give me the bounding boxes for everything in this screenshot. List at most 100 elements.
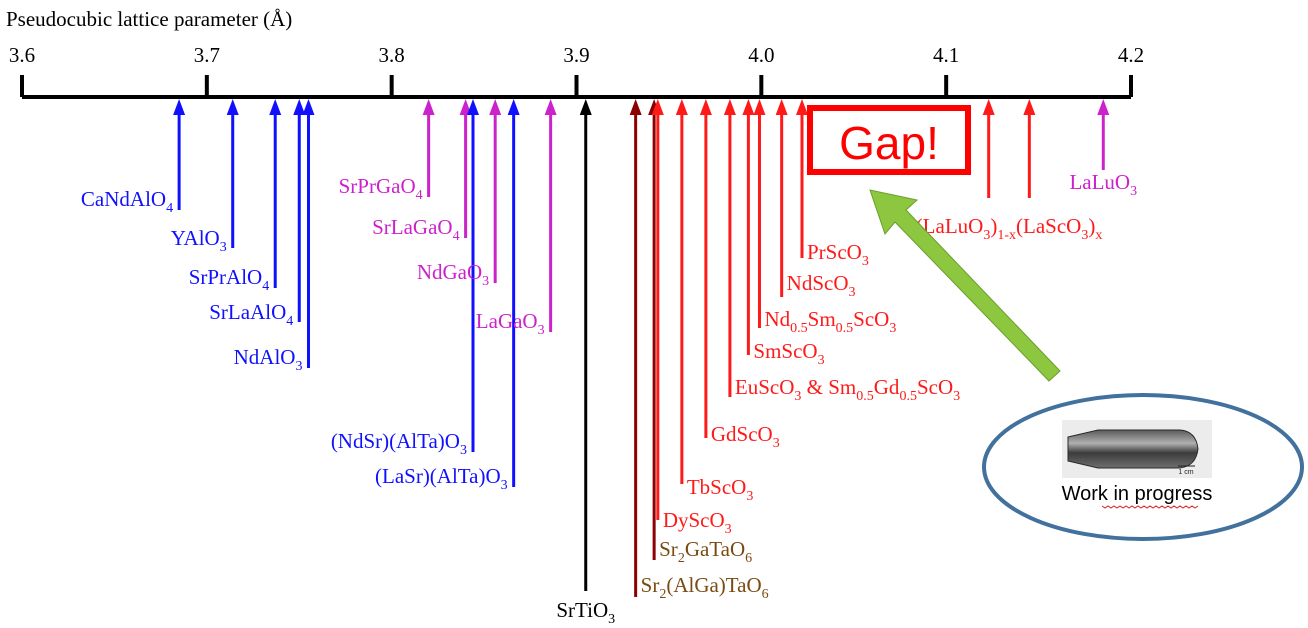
material-label: Sr2(AlGa)TaO6	[641, 573, 769, 602]
material-label: SrPrGaO4	[339, 174, 423, 203]
material-label: SrLaGaO4	[372, 215, 459, 244]
material-label: SrPrAlO4	[189, 265, 270, 294]
label-subscript: 3	[725, 522, 732, 537]
material-marker	[753, 99, 766, 328]
arrow-up-icon	[226, 99, 239, 115]
gap-callout: Gap!	[807, 105, 971, 175]
label-subscript: 3	[538, 323, 545, 338]
label-subscript: 3	[746, 489, 753, 504]
gap-box	[807, 105, 971, 175]
scale-bar-label: 1 cm	[1178, 469, 1193, 476]
progress-arrow	[869, 189, 1061, 382]
label-text: & Sm	[801, 375, 856, 399]
arrow-up-icon	[466, 99, 479, 115]
axis-tick-label: 3.6	[9, 43, 35, 67]
material-label: DyScO3	[663, 508, 732, 537]
label-text: PrScO	[807, 240, 862, 264]
arrow-up-icon	[775, 99, 788, 115]
label-subscript: 0.5	[856, 389, 874, 404]
material-marker	[1097, 99, 1110, 170]
label-subscript: 3	[983, 228, 990, 243]
material-labels: CaNdAlO4YAlO3SrPrAlO4SrLaAlO4NdAlO3SrPrG…	[81, 170, 1137, 627]
label-text: (LaSr)(AlTa)O	[375, 464, 501, 488]
label-text: Sm	[808, 307, 836, 331]
arrow-up-icon	[489, 99, 502, 115]
label-text: NdGaO	[417, 260, 482, 284]
label-subscript: 3	[608, 612, 615, 627]
material-label: LaLuO3	[1069, 170, 1137, 199]
material-marker	[579, 99, 592, 591]
label-text: ScO	[853, 307, 889, 331]
label-subscript: 3	[818, 353, 825, 368]
label-subscript: 2	[678, 551, 685, 566]
label-text: SrLaGaO	[372, 215, 452, 239]
label-text: )	[1088, 214, 1095, 238]
label-text: ScO	[917, 375, 953, 399]
material-label: NdGaO3	[417, 260, 489, 289]
arrow-up-icon	[293, 99, 306, 115]
material-marker	[459, 99, 472, 238]
label-text: GdScO	[711, 422, 773, 446]
label-text: Sr	[641, 573, 660, 597]
crystal-boule-image: 1 cm	[1062, 420, 1212, 478]
arrow-up-icon	[651, 99, 664, 115]
label-subscript: 3	[953, 389, 960, 404]
material-label: EuScO3 & Sm0.5Gd0.5ScO3	[735, 375, 960, 404]
arrow-up-icon	[629, 99, 642, 115]
material-marker	[302, 99, 315, 368]
arrow-up-icon	[507, 99, 520, 115]
arrow-up-icon	[544, 99, 557, 115]
label-text: SrPrAlO	[189, 265, 263, 289]
material-marker	[544, 99, 557, 332]
arrow-up-icon	[302, 99, 315, 115]
material-label: NdAlO3	[234, 345, 303, 374]
label-text: (LaScO	[1016, 214, 1081, 238]
material-label: PrScO3	[807, 240, 869, 269]
axis-tick-label: 3.9	[563, 43, 589, 67]
arrow-up-icon	[753, 99, 766, 115]
arrow-up-icon	[795, 99, 808, 115]
material-marker	[293, 99, 306, 322]
material-marker	[507, 99, 520, 487]
material-label: NdScO3	[787, 271, 856, 300]
label-text: YAlO	[171, 226, 220, 250]
arrow-up-icon	[1023, 99, 1036, 115]
label-subscript: 0.5	[790, 321, 808, 336]
material-marker	[651, 99, 664, 520]
label-subscript: 0.5	[836, 321, 854, 336]
axis-tick-label: 4.2	[1118, 43, 1144, 67]
label-text: (AlGa)TaO	[666, 573, 761, 597]
arrow-up-icon	[982, 99, 995, 115]
material-marker	[489, 99, 502, 283]
material-label: LaGaO3	[476, 309, 545, 338]
label-text: TbScO	[687, 475, 747, 499]
label-text: SmScO	[753, 339, 817, 363]
axis-title: Pseudocubic lattice parameter (Å)	[6, 7, 292, 31]
work-in-progress-label: Work in progress	[1062, 483, 1213, 505]
spellcheck-underline	[1101, 505, 1199, 509]
material-markers	[173, 99, 1110, 597]
arrow-up-icon	[1097, 99, 1110, 115]
axis-tick-labels: 3.6 3.7 3.8 3.9 4.0 4.1 4.2	[9, 43, 1144, 67]
axis-tick-label: 4.0	[748, 43, 774, 67]
label-text: NdAlO	[234, 345, 296, 369]
material-label: (NdSr)(AlTa)O3	[331, 429, 467, 458]
material-marker	[422, 99, 435, 197]
label-subscript: 1-x	[997, 228, 1016, 243]
label-subscript: 3	[862, 254, 869, 269]
label-subscript: 3	[295, 359, 302, 374]
arrow-up-icon	[422, 99, 435, 115]
material-label: GdScO3	[711, 422, 780, 451]
label-subscript: 3	[460, 443, 467, 458]
material-label: SrLaAlO4	[209, 300, 293, 329]
arrow-up-icon	[699, 99, 712, 115]
axis-tick-label: 4.1	[933, 43, 959, 67]
material-marker	[466, 99, 479, 452]
material-label: SmScO3	[753, 339, 824, 368]
arrow-up-icon	[723, 99, 736, 115]
label-subscript: 4	[453, 229, 460, 244]
label-text: GaTaO	[685, 537, 745, 561]
label-text: LaGaO	[476, 309, 538, 333]
label-text: Nd	[764, 307, 790, 331]
